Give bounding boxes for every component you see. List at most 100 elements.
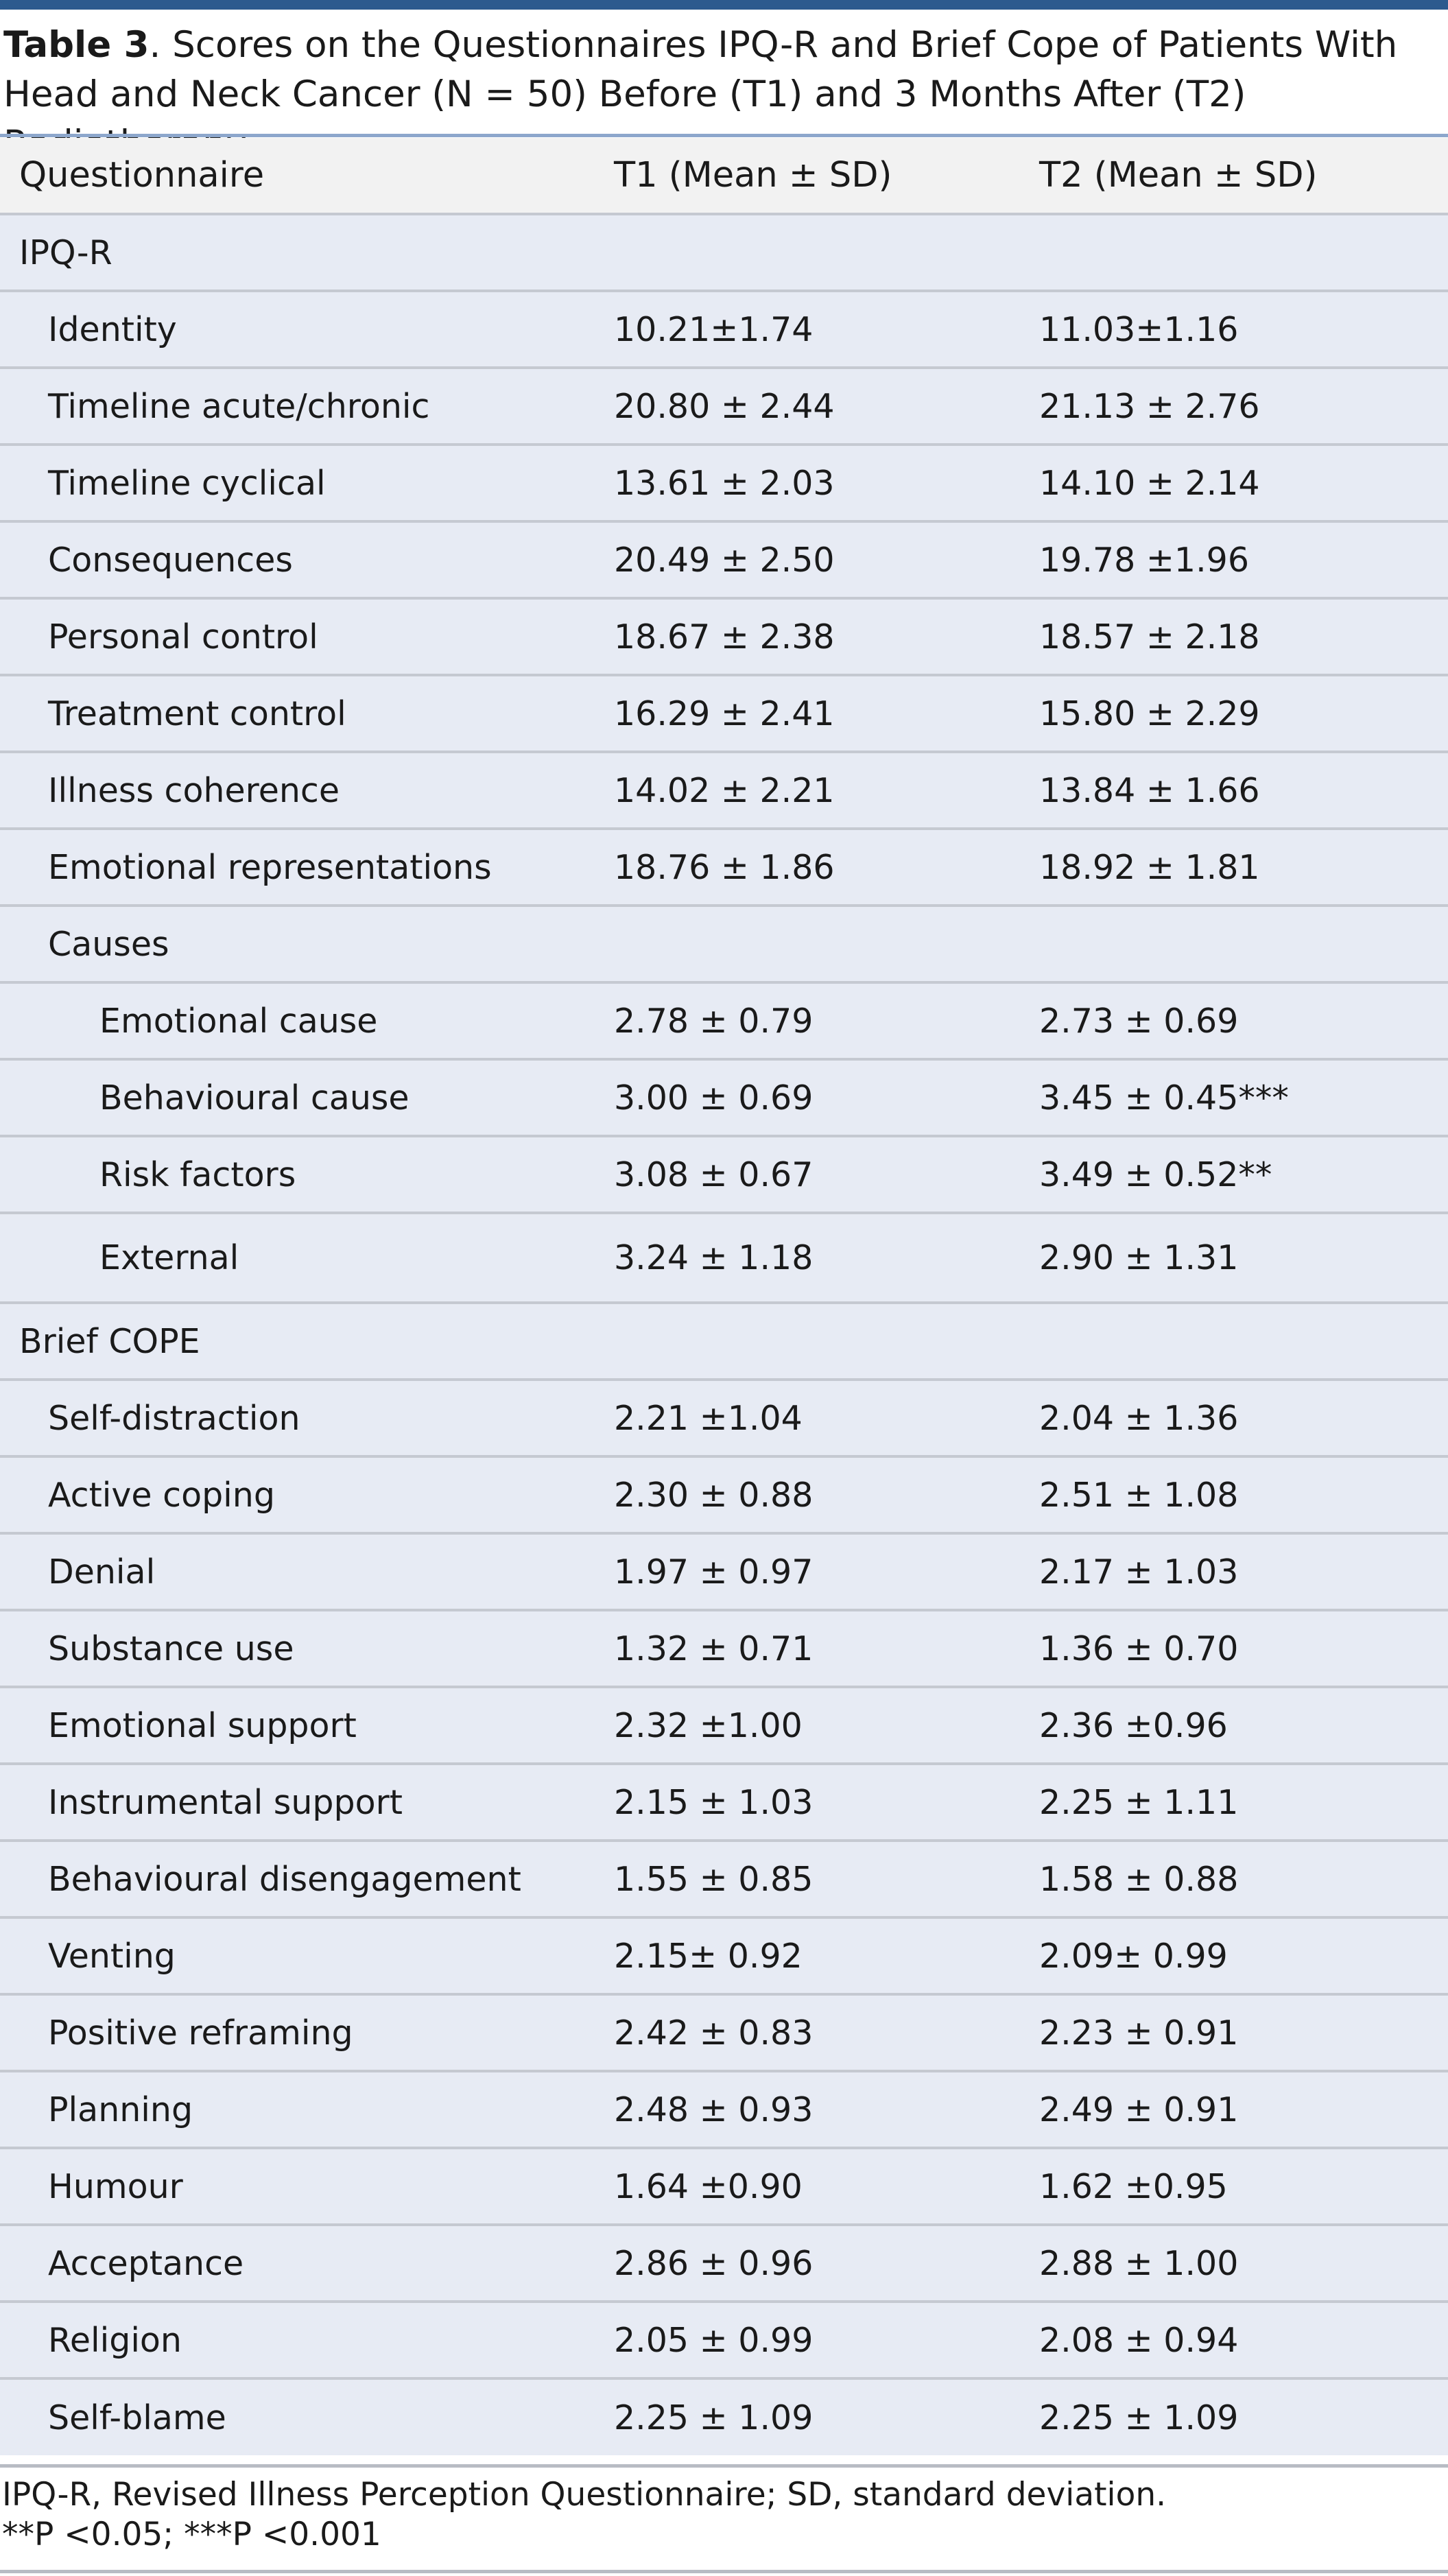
- cell-t2: 21.13 ± 2.76: [1039, 386, 1260, 426]
- cell-t2: 2.88 ± 1.00: [1039, 2243, 1239, 2283]
- cell-t1: 18.76 ± 1.86: [614, 847, 835, 887]
- row-label: Planning: [48, 2090, 193, 2129]
- top-accent-rule: [0, 0, 1448, 10]
- cell-t1: 2.42 ± 0.83: [614, 2013, 814, 2053]
- table-row: Identity 10.21±1.74 11.03±1.16: [0, 291, 1448, 368]
- table-row: Illness coherence 14.02 ± 2.21 13.84 ± 1.6…: [0, 752, 1448, 829]
- table-bottom-rule: [0, 2464, 1448, 2468]
- table-row: Substance use 1.32 ± 0.71 1.36 ± 0.70: [0, 1610, 1448, 1687]
- section-row: IPQ-R: [0, 214, 1448, 291]
- cell-t2: 2.25 ± 1.11: [1039, 1782, 1239, 1822]
- cell-t1: 1.55 ± 0.85: [614, 1859, 814, 1899]
- table-caption: Table 3. Scores on the Questionnaires IP…: [3, 21, 1440, 169]
- row-label: Timeline cyclical: [48, 463, 326, 503]
- cell-t2: 1.36 ± 0.70: [1039, 1629, 1239, 1668]
- cell-t1: [614, 906, 1039, 982]
- row-label: Positive reframing: [48, 2013, 353, 2053]
- table-row: Venting 2.15± 0.92 2.09± 0.99: [0, 1917, 1448, 1994]
- table-row: Emotional cause 2.78 ± 0.79 2.73 ± 0.69: [0, 982, 1448, 1059]
- row-label: Instrumental support: [48, 1782, 403, 1822]
- table-row: Positive reframing 2.42 ± 0.83 2.23 ± 0.91: [0, 1994, 1448, 2071]
- table-row: Timeline acute/chronic 20.80 ± 2.44 21.13 …: [0, 368, 1448, 445]
- cell-t2: 18.92 ± 1.81: [1039, 847, 1260, 887]
- cell-t1: 1.97 ± 0.97: [614, 1552, 814, 1592]
- table-row: Treatment control 16.29 ± 2.41 15.80 ± 2.2…: [0, 675, 1448, 752]
- row-label: Treatment control: [48, 694, 346, 733]
- table-row: Timeline cyclical 13.61 ± 2.03 14.10 ± 2.1…: [0, 445, 1448, 521]
- cell-t2: 1.62 ±0.95: [1039, 2166, 1228, 2206]
- row-label: External: [99, 1238, 239, 1277]
- cell-t1: 13.61 ± 2.03: [614, 463, 835, 503]
- cell-t1: 2.05 ± 0.99: [614, 2320, 814, 2360]
- cell-t2: [1039, 1303, 1448, 1380]
- cell-t2: 19.78 ±1.96: [1039, 540, 1250, 580]
- footnote-abbreviations: IPQ-R, Revised Illness Perception Questi…: [2, 2476, 1167, 2514]
- cell-t2: 2.17 ± 1.03: [1039, 1552, 1239, 1592]
- table-footnote: IPQ-R, Revised Illness Perception Questi…: [2, 2475, 1166, 2555]
- header-questionnaire: Questionnaire: [19, 155, 265, 196]
- cell-t2: 11.03±1.16: [1039, 309, 1239, 349]
- row-label: Timeline acute/chronic: [48, 386, 430, 426]
- scores-table: Questionnaire T1 (Mean ± SD) T2 (Mean ± …: [0, 138, 1448, 2455]
- row-label: Denial: [48, 1552, 156, 1592]
- cell-t2: 2.49 ± 0.91: [1039, 2090, 1239, 2129]
- table-row: Behavioural cause 3.00 ± 0.69 3.45 ± 0.45*…: [0, 1059, 1448, 1136]
- cell-t2: 14.10 ± 2.14: [1039, 463, 1260, 503]
- cell-t1: 18.67 ± 2.38: [614, 617, 835, 657]
- cell-t1: [614, 214, 1039, 291]
- footnote-significance: **P <0.05; ***P <0.001: [2, 2516, 381, 2553]
- cell-t2: 2.90 ± 1.31: [1039, 1238, 1239, 1277]
- table-row: Behavioural disengagement 1.55 ± 0.85 1.58…: [0, 1841, 1448, 1917]
- row-label: Religion: [48, 2320, 182, 2360]
- cell-t1: 1.64 ±0.90: [614, 2166, 803, 2206]
- table-row: Denial 1.97 ± 0.97 2.17 ± 1.03: [0, 1533, 1448, 1610]
- table-row: Emotional representations 18.76 ± 1.86 18.…: [0, 829, 1448, 906]
- cell-t1: 2.32 ±1.00: [614, 1705, 803, 1745]
- cell-t1: 20.80 ± 2.44: [614, 386, 835, 426]
- cell-t1: 2.15 ± 1.03: [614, 1782, 814, 1822]
- row-label: Brief COPE: [19, 1321, 200, 1361]
- cell-t2: [1039, 214, 1448, 291]
- cell-t2: 3.45 ± 0.45***: [1039, 1078, 1289, 1118]
- table-row: Self-distraction 2.21 ±1.04 2.04 ± 1.36: [0, 1380, 1448, 1456]
- table-row: Instrumental support 2.15 ± 1.03 2.25 ± 1.…: [0, 1764, 1448, 1841]
- row-label: Venting: [48, 1936, 176, 1976]
- header-t1: T1 (Mean ± SD): [614, 155, 892, 196]
- table-row: Acceptance 2.86 ± 0.96 2.88 ± 1.00: [0, 2225, 1448, 2302]
- cell-t2: 15.80 ± 2.29: [1039, 694, 1260, 733]
- row-label: Emotional representations: [48, 847, 492, 887]
- row-label: Illness coherence: [48, 770, 340, 810]
- cell-t1: 2.15± 0.92: [614, 1936, 803, 1976]
- cell-t2: 2.73 ± 0.69: [1039, 1001, 1239, 1041]
- cell-t1: 2.48 ± 0.93: [614, 2090, 814, 2129]
- row-label: Risk factors: [99, 1155, 296, 1194]
- cell-t1: 10.21±1.74: [614, 309, 814, 349]
- row-label: Active coping: [48, 1475, 275, 1515]
- cell-t2: 18.57 ± 2.18: [1039, 617, 1260, 657]
- row-label: Behavioural disengagement: [48, 1859, 521, 1899]
- row-label: Self-distraction: [48, 1398, 300, 1438]
- row-label: Humour: [48, 2166, 183, 2206]
- cell-t2: 1.58 ± 0.88: [1039, 1859, 1239, 1899]
- cell-t1: 2.86 ± 0.96: [614, 2243, 814, 2283]
- row-label: Self-blame: [48, 2398, 226, 2437]
- cell-t1: 16.29 ± 2.41: [614, 694, 835, 733]
- row-label: Substance use: [48, 1629, 294, 1668]
- cell-t2: 2.08 ± 0.94: [1039, 2320, 1239, 2360]
- cell-t2: [1039, 906, 1448, 982]
- table-label: Table 3: [3, 24, 150, 66]
- row-label: Identity: [48, 309, 177, 349]
- cell-t1: 2.30 ± 0.88: [614, 1475, 814, 1515]
- cell-t1: 2.21 ±1.04: [614, 1398, 803, 1438]
- cell-t1: 3.00 ± 0.69: [614, 1078, 814, 1118]
- subsection-row: Causes: [0, 906, 1448, 982]
- cell-t2: 2.09± 0.99: [1039, 1936, 1228, 1976]
- footnote-bottom-rule: [0, 2570, 1448, 2573]
- cell-t1: 1.32 ± 0.71: [614, 1629, 814, 1668]
- row-label: Emotional cause: [99, 1001, 378, 1041]
- row-label: Consequences: [48, 540, 293, 580]
- header-t2: T2 (Mean ± SD): [1039, 155, 1318, 196]
- table-row: Risk factors 3.08 ± 0.67 3.49 ± 0.52**: [0, 1136, 1448, 1213]
- cell-t1: [614, 1303, 1039, 1380]
- cell-t2: 13.84 ± 1.66: [1039, 770, 1260, 810]
